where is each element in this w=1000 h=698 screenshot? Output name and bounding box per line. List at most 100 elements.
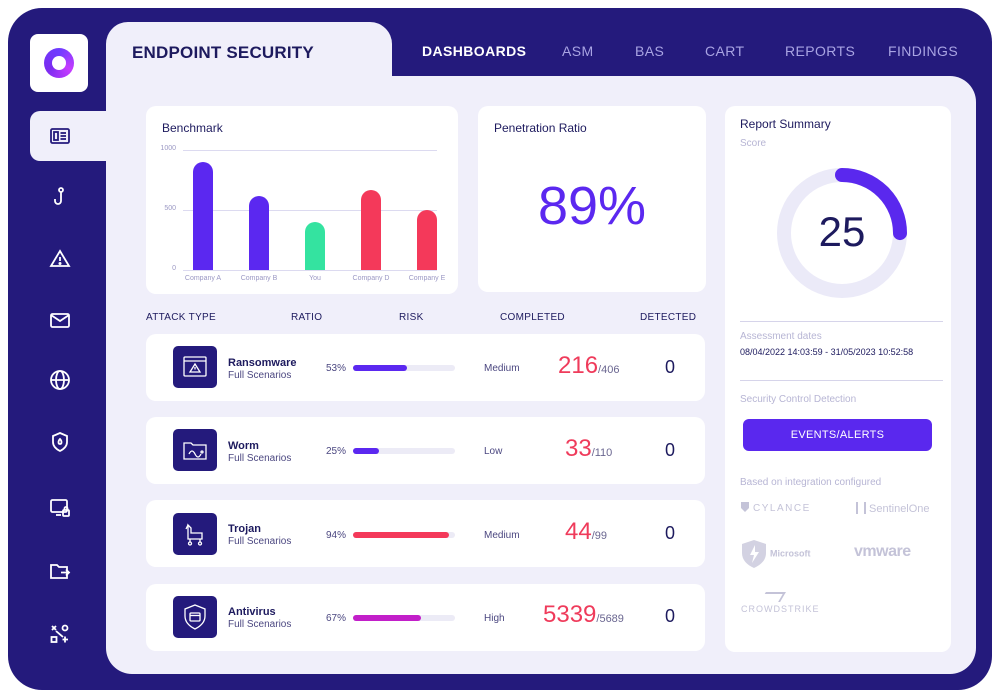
tab-cart[interactable]: CART [705, 43, 745, 59]
divider [740, 321, 943, 322]
penetration-value: 89% [537, 176, 647, 236]
y-tick-label: 500 [164, 205, 176, 212]
hook-icon[interactable] [44, 181, 76, 213]
bar[interactable] [249, 195, 269, 270]
trojan-horse-icon [173, 513, 217, 555]
network-icon[interactable] [44, 618, 76, 650]
header-completed: COMPLETED [500, 312, 565, 323]
header-attack-type: ATTACK TYPE [146, 312, 216, 323]
ratio-value: 25% [326, 446, 347, 457]
crowdstrike-logo: CROWDSTRIKE [741, 592, 820, 614]
ratio-bar [353, 532, 455, 538]
score-value: 25 [818, 208, 866, 255]
shield-icon[interactable] [44, 426, 76, 458]
completed-count: 44/99 [565, 518, 607, 546]
cylance-text: CYLANCE [753, 503, 811, 514]
sentinelone-icon [856, 502, 866, 514]
folder-export-icon[interactable] [44, 555, 76, 587]
title-tab [106, 22, 416, 102]
microsoft-shield-icon [742, 540, 766, 568]
vmware-logo: vmware [854, 543, 911, 560]
antivirus-shield-icon [173, 596, 217, 638]
ratio-fill [353, 532, 449, 538]
ratio-bar [353, 448, 455, 454]
completed-number: 216 [558, 352, 599, 379]
tab-bas[interactable]: BAS [635, 43, 665, 59]
attack-subtitle: Full Scenarios [228, 370, 292, 381]
x-tick-label: You [309, 275, 321, 282]
ratio-fill [353, 615, 422, 621]
warning-icon[interactable] [44, 243, 76, 275]
header-detected: DETECTED [640, 312, 697, 323]
mail-icon[interactable] [44, 304, 76, 336]
bar[interactable] [193, 162, 213, 270]
score-gauge-arc [777, 168, 907, 298]
attack-subtitle: Full Scenarios [228, 536, 292, 547]
completed-total: /99 [591, 530, 607, 542]
ratio-bar [353, 365, 455, 371]
tab-reports[interactable]: REPORTS [785, 43, 856, 59]
tab-dashboards[interactable]: DASHBOARDS [422, 43, 527, 59]
completed-count: 5339/5689 [543, 601, 624, 629]
completed-number: 5339 [543, 601, 597, 628]
dashboard-icon[interactable] [44, 120, 76, 152]
completed-total: /5689 [596, 613, 624, 625]
microsoft-text: Microsoft [770, 548, 811, 559]
risk-level: Medium [484, 530, 520, 541]
header-ratio: RATIO [291, 312, 323, 323]
risk-level: Medium [484, 363, 520, 374]
cylance-icon [741, 502, 749, 512]
sentinelone-text: SentinelOne [869, 503, 930, 515]
detected-count: 0 [665, 357, 676, 377]
ratio-value: 67% [326, 613, 347, 624]
detected-count: 0 [665, 523, 676, 543]
risk-level: High [484, 613, 505, 624]
bar[interactable] [417, 210, 437, 270]
y-tick-label: 0 [172, 265, 176, 272]
assessment-label: Assessment dates [740, 331, 822, 342]
x-tick-label: Company E [408, 275, 446, 282]
bar[interactable] [305, 222, 325, 270]
completed-count: 33/110 [565, 435, 612, 463]
ratio-value: 94% [326, 530, 347, 541]
attack-name: Antivirus [228, 606, 276, 618]
penetration-title: Penetration Ratio [494, 121, 587, 135]
attack-name: Trojan [228, 523, 262, 535]
grid-line [183, 270, 437, 271]
completed-number: 44 [565, 518, 592, 545]
logo-ring-icon [44, 48, 74, 78]
integration-label: Based on integration configured [740, 477, 882, 488]
completed-count: 216/406 [558, 352, 619, 380]
app-logo[interactable] [30, 34, 88, 92]
page-title: ENDPOINT SECURITY [132, 43, 314, 62]
penetration-card [478, 106, 706, 292]
score-label: Score [740, 138, 767, 149]
crowdstrike-bird-icon [760, 592, 786, 602]
ransomware-window-icon [173, 346, 217, 388]
tab-asm[interactable]: ASM [562, 43, 594, 59]
grid-line [183, 210, 437, 211]
bar[interactable] [361, 189, 381, 270]
attack-name: Worm [228, 440, 259, 452]
score-gauge [777, 168, 907, 298]
x-tick-label: Company D [352, 275, 390, 282]
events-alerts-button[interactable]: EVENTS/ALERTS [743, 419, 932, 451]
completed-total: /110 [591, 447, 613, 459]
report-title: Report Summary [740, 117, 831, 131]
detected-count: 0 [665, 440, 676, 460]
globe-icon[interactable] [44, 364, 76, 396]
attack-subtitle: Full Scenarios [228, 619, 292, 630]
x-tick-label: Company B [240, 275, 278, 282]
assessment-dates: 08/04/2022 14:03:59 - 31/05/2023 10:52:5… [740, 347, 914, 357]
risk-level: Low [484, 446, 503, 457]
sidebar-active-indicator [30, 111, 110, 161]
detected-count: 0 [665, 606, 676, 626]
divider [740, 380, 943, 381]
attack-name: Ransomware [228, 357, 297, 369]
x-tick-label: Company A [184, 275, 222, 282]
ratio-bar [353, 615, 455, 621]
completed-number: 33 [565, 435, 592, 462]
tab-findings[interactable]: FINDINGS [888, 43, 959, 59]
benchmark-title: Benchmark [162, 121, 223, 135]
device-lock-icon[interactable] [44, 492, 76, 524]
